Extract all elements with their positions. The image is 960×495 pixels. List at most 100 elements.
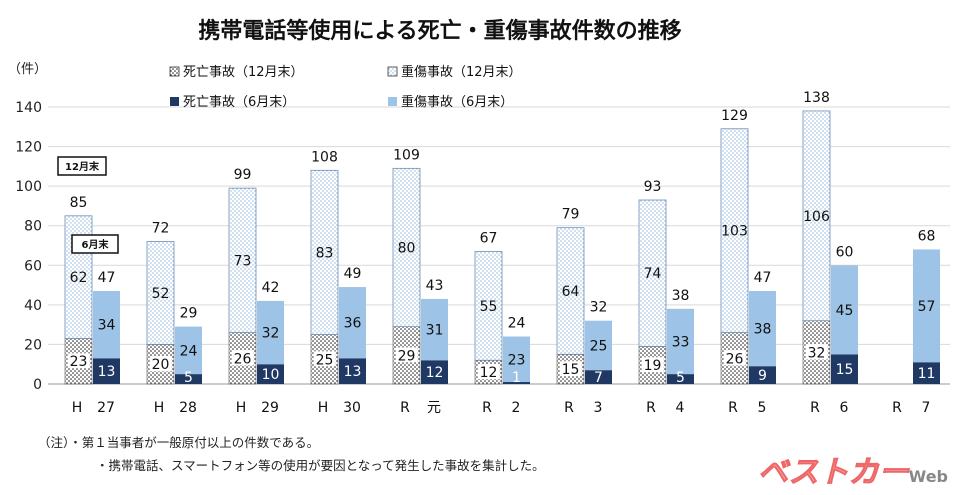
y-tick-label: 0 — [33, 377, 42, 393]
label-death: 32 — [808, 345, 826, 361]
label-serious: 45 — [836, 303, 854, 319]
label-death: 26 — [726, 351, 744, 367]
y-tick-label: 100 — [15, 179, 42, 195]
label-death: 15 — [836, 362, 854, 378]
bar-serious — [228, 187, 257, 333]
bar-death — [93, 358, 120, 384]
label-death: 26 — [234, 351, 252, 367]
x-tick-year: 2 — [512, 400, 521, 416]
label-serious: 23 — [508, 352, 526, 368]
bar-serious — [257, 300, 284, 365]
x-tick-year: 30 — [343, 400, 361, 416]
footnote-2: ・携帯電話、スマートフォン等の使用が要因となって発生した事故を集計した。 — [96, 458, 545, 473]
label-total: 68 — [918, 228, 936, 244]
label-total: 67 — [480, 230, 498, 246]
label-bg — [149, 356, 172, 372]
label-bg — [313, 351, 336, 367]
label-total: 72 — [152, 221, 170, 237]
x-tick-era: R — [400, 400, 410, 416]
label-serious: 83 — [316, 245, 334, 261]
bar-serious — [720, 128, 749, 333]
label-serious: 32 — [262, 326, 280, 342]
legend-swatch — [170, 97, 179, 106]
label-death: 15 — [562, 362, 580, 378]
label-total: 43 — [426, 278, 444, 294]
x-tick-era: H — [236, 400, 247, 416]
bar-death — [585, 370, 612, 384]
bar-serious — [638, 199, 667, 347]
label-serious: 55 — [480, 299, 498, 315]
label-death: 7 — [594, 370, 603, 386]
x-tick-era: R — [728, 400, 738, 416]
label-bg — [67, 353, 90, 369]
label-serious: 52 — [152, 286, 170, 302]
y-tick-label: 140 — [15, 100, 42, 116]
bar-death — [421, 360, 448, 384]
label-death: 23 — [70, 354, 88, 370]
bar-death — [749, 366, 776, 384]
label-total: 29 — [180, 306, 198, 322]
label-total: 24 — [508, 316, 526, 332]
x-tick-era: H — [318, 400, 329, 416]
label-serious: 25 — [590, 338, 608, 354]
x-tick-year: 4 — [676, 400, 685, 416]
label-serious: 74 — [644, 266, 662, 282]
label-death: 1 — [512, 370, 521, 386]
bar-death — [831, 354, 858, 384]
x-tick-year: 5 — [758, 400, 767, 416]
bar-death — [667, 374, 694, 384]
chart-title: 携帯電話等使用による死亡・重傷事故件数の推移 — [198, 18, 681, 44]
bar-serious — [421, 298, 448, 361]
x-tick-era: R — [810, 400, 820, 416]
y-tick-label: 120 — [15, 140, 42, 156]
x-tick-year: 7 — [922, 400, 931, 416]
bar-serious — [556, 227, 585, 355]
logo: ベストカーWeb — [758, 455, 948, 491]
annotation-box — [57, 156, 107, 176]
x-tick-year: 29 — [261, 400, 279, 416]
label-death: 11 — [918, 366, 936, 382]
label-total: 47 — [754, 270, 772, 286]
x-tick-era: H — [154, 400, 165, 416]
label-death: 10 — [262, 367, 280, 383]
x-tick-year: 27 — [97, 400, 115, 416]
label-serious: 34 — [98, 318, 116, 334]
y-tick-label: 80 — [24, 219, 42, 235]
label-serious: 33 — [672, 334, 690, 350]
label-serious: 62 — [70, 270, 88, 286]
label-death: 13 — [98, 364, 116, 380]
legend-swatch — [387, 66, 398, 77]
label-death: 12 — [426, 365, 444, 381]
label-serious: 31 — [426, 323, 444, 339]
label-total: 42 — [262, 280, 280, 296]
label-bg — [559, 361, 582, 377]
bar-serious — [503, 336, 530, 383]
label-serious: 57 — [918, 299, 936, 315]
bar-serious — [749, 291, 776, 367]
legend-label: 死亡事故（6月末） — [183, 95, 295, 110]
label-bg — [641, 357, 664, 373]
x-tick-era: R — [564, 400, 574, 416]
bar-serious — [339, 287, 366, 359]
bar-death — [175, 374, 202, 384]
bar-serious — [585, 320, 612, 371]
label-death: 13 — [344, 364, 362, 380]
x-tick-era: H — [72, 400, 83, 416]
footnote-1: （注）・第１当事者が一般原付以上の件数である。 — [38, 435, 320, 450]
bar-serious — [474, 251, 503, 361]
bar-death — [913, 362, 940, 384]
label-total: 38 — [672, 288, 690, 304]
label-total: 49 — [344, 266, 362, 282]
legend-swatch — [388, 97, 397, 106]
chart: 携帯電話等使用による死亡・重傷事故件数の推移 （件） 0 20 40 60 80 100 1… — [8, 18, 950, 416]
label-bg — [477, 364, 500, 380]
bar-serious — [392, 167, 421, 328]
y-tick-label: 60 — [24, 258, 42, 274]
legend-label: 死亡事故（12月末） — [183, 65, 304, 80]
label-serious: 103 — [721, 224, 748, 240]
bar-serious — [146, 241, 175, 345]
label-total: 108 — [311, 149, 338, 165]
label-serious: 38 — [754, 322, 772, 338]
label-serious: 64 — [562, 284, 580, 300]
